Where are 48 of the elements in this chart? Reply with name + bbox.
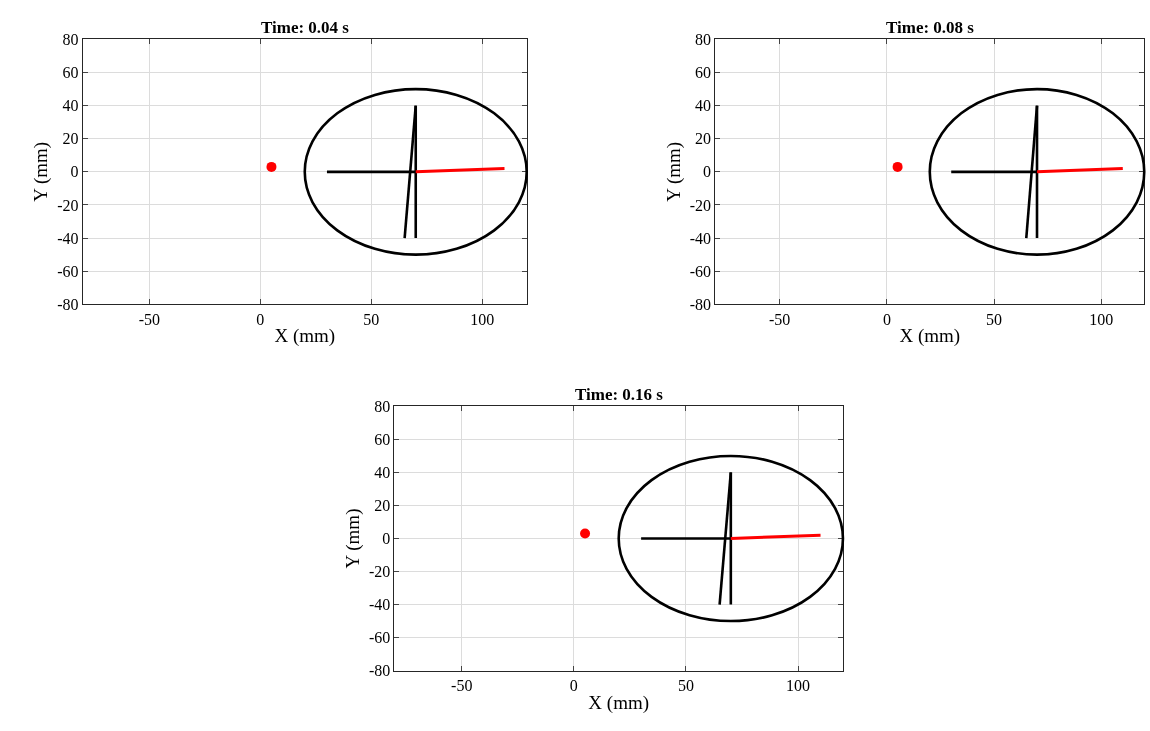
x-tick-label: -50 — [451, 676, 473, 694]
y-tick-label: 60 — [62, 64, 79, 82]
y-tick-label: -20 — [57, 196, 79, 214]
x-tick-label: 100 — [470, 310, 495, 328]
y-tick-label: -60 — [368, 629, 391, 647]
y-tick-label: -20 — [368, 563, 391, 581]
y-tick-label: -60 — [689, 262, 712, 280]
y-tick-label: -40 — [57, 229, 79, 247]
chart-title: Time: 0.08 s — [886, 18, 975, 37]
chart-title: Time: 0.04 s — [261, 18, 350, 37]
y-axis-title: Y (mm) — [30, 141, 53, 202]
y-tick-label: 80 — [695, 31, 712, 49]
x-tick-label: 50 — [677, 676, 694, 694]
y-tick-label: 0 — [382, 530, 391, 548]
y-tick-label: -80 — [368, 662, 391, 680]
x-tick-label: -50 — [768, 310, 791, 328]
y-tick-label: 20 — [374, 497, 391, 515]
y-tick-label: 20 — [62, 130, 79, 148]
y-tick-label: 40 — [62, 97, 79, 115]
y-tick-label: 0 — [70, 163, 79, 181]
y-tick-label: 40 — [374, 464, 391, 482]
x-tick-label: 0 — [256, 310, 265, 328]
y-tick-label: -20 — [689, 196, 712, 214]
x-tick-label: -50 — [138, 310, 161, 328]
y-tick-label: -40 — [689, 229, 712, 247]
y-tick-label: -80 — [689, 295, 712, 313]
y-tick-label: 20 — [695, 130, 712, 148]
x-axis-title: X (mm) — [588, 691, 650, 714]
x-tick-label: 50 — [986, 310, 1003, 328]
x-tick-label: 100 — [1089, 310, 1114, 328]
y-tick-label: -60 — [57, 262, 79, 280]
x-tick-label: 0 — [569, 676, 578, 694]
y-tick-label: 0 — [703, 163, 712, 181]
x-tick-label: 0 — [882, 310, 891, 328]
y-axis-title: Y (mm) — [662, 141, 685, 202]
y-tick-label: 60 — [695, 64, 712, 82]
y-tick-label: 60 — [374, 431, 391, 449]
y-tick-label: 80 — [62, 31, 79, 49]
y-tick-label: -80 — [57, 295, 79, 313]
x-axis-title: X (mm) — [899, 325, 961, 348]
y-tick-label: 40 — [695, 97, 712, 115]
y-tick-label: -40 — [368, 596, 391, 614]
y-tick-label: 80 — [374, 398, 391, 416]
chart-title: Time: 0.16 s — [575, 385, 664, 404]
y-axis-title: Y (mm) — [341, 508, 364, 569]
x-axis-title: X (mm) — [274, 325, 336, 348]
x-tick-label: 100 — [786, 676, 811, 694]
x-tick-label: 50 — [363, 310, 380, 328]
